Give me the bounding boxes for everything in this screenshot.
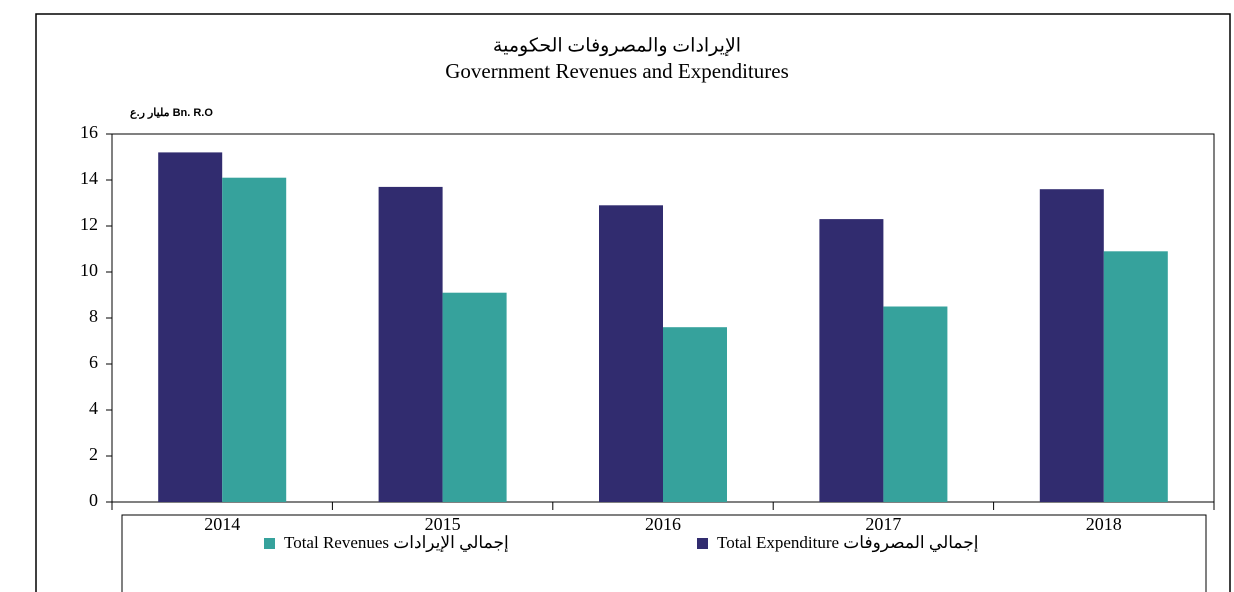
x-tick-label: 2018: [1086, 514, 1122, 534]
y-tick-label: 4: [89, 398, 98, 418]
bar: [599, 205, 663, 503]
y-tick-label: 2: [89, 444, 98, 464]
y-tick-label: 8: [89, 306, 98, 326]
bar: [442, 292, 507, 502]
unit-label: مليار ر.ع Bn. R.O: [130, 107, 213, 119]
legend-label: Total Revenues إجمالي الإيرادات: [284, 533, 509, 553]
bar: [883, 306, 948, 502]
chart-title: الإيرادات والمصروفات الحكومية: [493, 35, 741, 56]
bar: [819, 219, 884, 502]
y-tick-label: 10: [80, 260, 98, 280]
y-tick-label: 12: [80, 214, 98, 234]
bar: [158, 152, 223, 502]
y-tick-label: 14: [80, 168, 98, 188]
x-tick-label: 2016: [645, 514, 681, 534]
bar: [1103, 251, 1168, 502]
chart-subtitle: Government Revenues and Expenditures: [445, 59, 789, 83]
x-tick-label: 2014: [204, 514, 240, 534]
outer-frame: [35, 13, 1231, 592]
x-tick-label: 2015: [425, 514, 461, 534]
legend-label: Total Expenditure إجمالي المصروفات: [717, 533, 979, 553]
bar: [663, 327, 727, 502]
x-tick-label: 2017: [865, 514, 901, 534]
bar: [1039, 189, 1104, 502]
y-tick-label: 16: [80, 122, 98, 142]
y-tick-label: 6: [89, 352, 98, 372]
bar: [222, 177, 287, 502]
y-tick-label: 0: [89, 490, 98, 510]
legend-swatch: [697, 538, 708, 549]
legend-box: [121, 514, 1207, 592]
legend-swatch: [264, 538, 275, 549]
bar: [378, 186, 443, 502]
